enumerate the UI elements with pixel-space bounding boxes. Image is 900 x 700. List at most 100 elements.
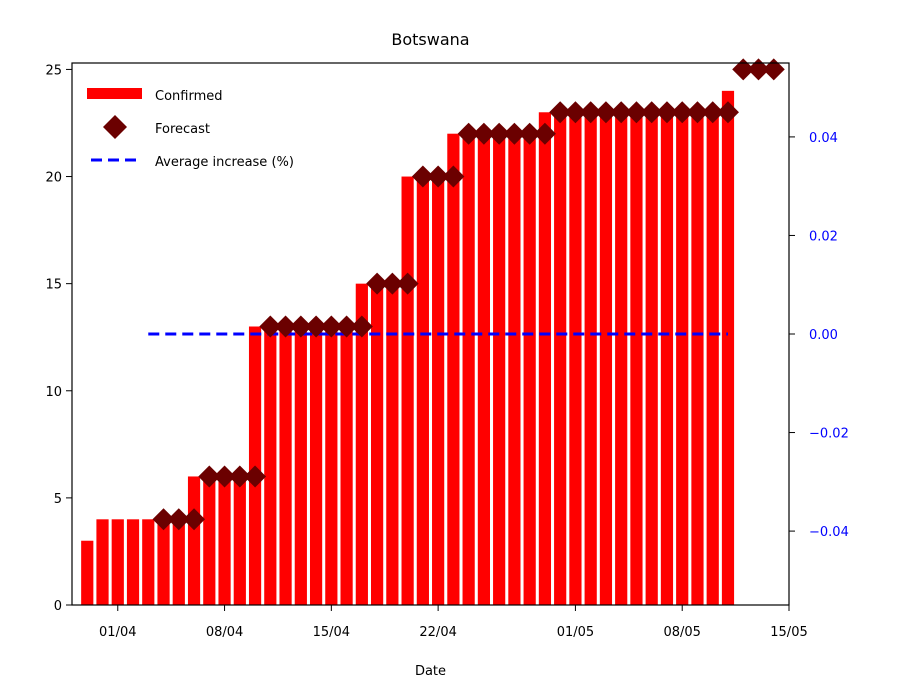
y-tick-label: 0 — [54, 599, 62, 614]
y-axis-ticks: 0 5 10 15 20 25 — [45, 63, 72, 614]
forecast-point — [381, 272, 404, 295]
confirmed-bar — [111, 519, 124, 605]
confirmed-bar — [233, 476, 246, 605]
confirmed-bar — [447, 133, 460, 605]
x-tick-label: 08/04 — [206, 625, 243, 640]
x-tick-label: 01/04 — [99, 625, 136, 640]
confirmed-bar — [325, 326, 338, 605]
confirmed-bar — [386, 283, 399, 605]
forecast-point — [183, 508, 206, 531]
confirmed-bar — [569, 112, 582, 605]
forecast-point — [610, 101, 633, 124]
confirmed-bar — [187, 476, 201, 605]
confirmed-bar — [294, 326, 307, 605]
confirmed-bar — [142, 519, 155, 605]
confirmed-bar — [676, 112, 689, 605]
y-tick-label: 5 — [54, 492, 62, 507]
x-axis-ticks: 01/04 08/04 15/04 22/04 01/05 08/05 15/05 — [99, 605, 808, 640]
confirmed-bar — [126, 519, 140, 605]
right-tick-label: 0.00 — [809, 328, 838, 343]
forecast-point — [289, 315, 312, 338]
confirmed-bar — [432, 176, 445, 605]
forecast-points — [152, 58, 785, 531]
confirmed-bar — [96, 519, 109, 605]
confirmed-bar — [157, 519, 170, 605]
forecast-point — [747, 58, 770, 81]
confirmed-bars — [81, 90, 735, 605]
right-axis-ticks: −0.04 −0.02 0.00 0.02 0.04 — [789, 131, 849, 540]
forecast-point — [213, 465, 236, 488]
confirmed-bar — [691, 112, 704, 605]
forecast-point — [228, 465, 251, 488]
x-tick-label: 15/04 — [313, 625, 350, 640]
forecast-point — [579, 101, 602, 124]
confirmed-bar — [371, 283, 384, 605]
forecast-point — [533, 122, 556, 145]
confirmed-bar — [493, 133, 506, 605]
confirmed-bar — [660, 112, 674, 605]
forecast-point — [549, 101, 572, 124]
chart-title: Botswana — [391, 30, 469, 49]
forecast-point — [350, 315, 373, 338]
forecast-point — [518, 122, 541, 145]
forecast-point — [671, 101, 694, 124]
forecast-point — [686, 101, 709, 124]
forecast-point — [427, 165, 450, 188]
x-tick-label: 08/05 — [663, 625, 700, 640]
confirmed-bar — [401, 176, 414, 605]
y-tick-label: 20 — [45, 171, 62, 186]
x-axis-label: Date — [415, 664, 446, 679]
forecast-point — [716, 101, 739, 124]
forecast-point — [167, 508, 190, 531]
x-tick-label: 01/05 — [557, 625, 594, 640]
forecast-point — [320, 315, 343, 338]
confirmed-bar — [523, 133, 536, 605]
confirmed-bar — [264, 326, 277, 605]
confirmed-bar — [706, 112, 719, 605]
right-tick-label: 0.04 — [809, 131, 838, 146]
legend-swatch-confirmed — [87, 88, 142, 99]
forecast-point — [411, 165, 434, 188]
confirmed-bar — [355, 283, 368, 605]
forecast-point — [503, 122, 526, 145]
confirmed-bar — [645, 112, 658, 605]
forecast-point — [366, 272, 389, 295]
forecast-point — [442, 165, 465, 188]
legend-swatch-forecast — [103, 115, 127, 139]
forecast-point — [564, 101, 587, 124]
confirmed-bar — [309, 326, 323, 605]
forecast-point — [488, 122, 511, 145]
confirmed-bar — [554, 112, 567, 605]
confirmed-bar — [203, 476, 216, 605]
confirmed-bar — [584, 112, 597, 605]
x-tick-label: 22/04 — [419, 625, 456, 640]
forecast-point — [198, 465, 221, 488]
forecast-point — [152, 508, 175, 531]
confirmed-bar — [508, 133, 521, 605]
confirmed-bar — [721, 90, 735, 605]
confirmed-bar — [630, 112, 643, 605]
confirmed-bar — [599, 112, 613, 605]
forecast-point — [625, 101, 648, 124]
forecast-point — [732, 58, 755, 81]
confirmed-bar — [81, 540, 94, 605]
right-tick-label: −0.02 — [809, 427, 849, 442]
confirmed-bar — [218, 476, 231, 605]
right-tick-label: 0.02 — [809, 229, 838, 244]
forecast-point — [274, 315, 297, 338]
forecast-point — [762, 58, 785, 81]
forecast-point — [655, 101, 678, 124]
confirmed-bar — [279, 326, 292, 605]
forecast-point — [472, 122, 495, 145]
y-tick-label: 15 — [45, 278, 62, 293]
forecast-point — [396, 272, 419, 295]
legend: Confirmed Forecast Average increase (%) — [87, 88, 294, 170]
y-tick-label: 25 — [45, 63, 62, 78]
confirmed-bar — [538, 112, 552, 605]
legend-label-forecast: Forecast — [155, 122, 210, 137]
right-tick-label: −0.04 — [809, 525, 849, 540]
legend-label-confirmed: Confirmed — [155, 89, 223, 104]
forecast-point — [457, 122, 480, 145]
y-tick-label: 10 — [45, 385, 62, 400]
